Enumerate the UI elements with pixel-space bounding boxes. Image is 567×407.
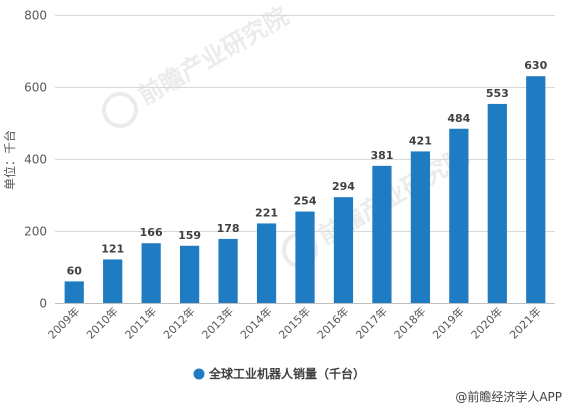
bar	[64, 281, 84, 303]
bar	[103, 259, 123, 303]
bar	[333, 197, 354, 303]
x-tick-label: 2017年	[353, 304, 390, 341]
data-label: 159	[178, 229, 201, 242]
y-tick-label: 800	[24, 9, 47, 23]
x-tick-label: 2015年	[276, 304, 313, 341]
bar	[295, 211, 315, 303]
data-label: 254	[294, 195, 317, 208]
x-tick-label: 2021年	[506, 304, 543, 341]
y-tick-label: 400	[24, 153, 47, 167]
bar	[410, 151, 430, 303]
source-credit: @前瞻经济学人APP	[455, 389, 562, 404]
x-tick-label: 2016年	[314, 304, 351, 341]
x-tick-label: 2018年	[391, 304, 428, 341]
bar	[256, 223, 277, 303]
bar	[141, 243, 161, 303]
bar	[372, 165, 392, 303]
data-label: 553	[486, 87, 509, 100]
x-tick-label: 2013年	[199, 304, 236, 341]
x-tick-label: 2019年	[429, 304, 466, 341]
x-tick-label: 2020年	[468, 304, 505, 341]
data-label: 294	[332, 180, 355, 193]
bar	[218, 238, 238, 303]
data-label: 60	[67, 264, 83, 277]
data-labels: 60 121 166 159 178 221 254 294 381 421 484 553 630	[67, 59, 548, 277]
svg-text:前瞻产业研究院: 前瞻产业研究院	[134, 2, 293, 110]
legend[interactable]: 全球工业机器人销量（千台）	[193, 366, 366, 381]
bar	[180, 245, 200, 303]
bar	[449, 128, 469, 303]
x-tick-label: 2009年	[45, 304, 82, 341]
x-tick-label: 2014年	[237, 304, 274, 341]
legend-marker	[193, 368, 205, 380]
y-tick-label: 600	[24, 81, 47, 95]
data-label: 484	[447, 112, 470, 125]
data-label: 121	[101, 242, 124, 255]
x-tick-label: 2011年	[122, 304, 159, 341]
data-label: 630	[524, 59, 547, 72]
data-label: 421	[409, 134, 432, 147]
y-axis-ticks: 0 200 400 600 800	[24, 9, 47, 311]
y-tick-label: 0	[39, 297, 47, 311]
data-label: 221	[255, 206, 278, 219]
bar	[487, 103, 507, 303]
bar	[526, 76, 546, 303]
legend-label: 全球工业机器人销量（千台）	[208, 366, 365, 381]
x-tick-label: 2010年	[83, 304, 120, 341]
x-axis-ticks: 2009年 2010年 2011年 2012年 2013年 2014年 2015年 2016年…	[45, 304, 544, 341]
bars	[64, 76, 546, 303]
y-axis-label: 单位：千台	[2, 130, 17, 190]
data-label: 178	[217, 222, 240, 235]
x-tick-label: 2012年	[160, 304, 197, 341]
y-tick-label: 200	[24, 225, 47, 239]
data-label: 166	[140, 226, 163, 239]
data-label: 381	[370, 149, 393, 162]
